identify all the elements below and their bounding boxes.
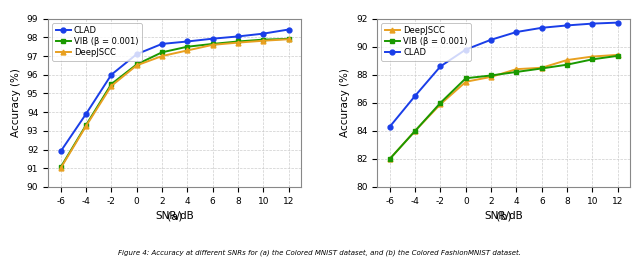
DeepJSCC <box>563 58 571 62</box>
CLAD <box>234 35 242 38</box>
DeepJSCC <box>412 129 419 132</box>
DeepJSCC <box>462 80 470 83</box>
VIB (β = 0.001) <box>234 40 242 43</box>
Line: DeepJSCC: DeepJSCC <box>58 37 291 171</box>
DeepJSCC <box>209 43 216 46</box>
VIB (β = 0.001) <box>487 74 495 77</box>
X-axis label: SNR/dB: SNR/dB <box>484 211 523 221</box>
VIB (β = 0.001) <box>436 101 444 104</box>
VIB (β = 0.001) <box>513 70 520 73</box>
VIB (β = 0.001) <box>412 129 419 132</box>
VIB (β = 0.001) <box>614 54 621 57</box>
CLAD <box>563 24 571 27</box>
DeepJSCC <box>158 54 166 58</box>
Text: (a): (a) <box>167 211 182 221</box>
DeepJSCC <box>285 38 292 41</box>
DeepJSCC <box>108 84 115 88</box>
VIB (β = 0.001) <box>538 67 546 70</box>
Legend: DeepJSCC, VIB (β = 0.001), CLAD: DeepJSCC, VIB (β = 0.001), CLAD <box>381 23 471 61</box>
Legend: CLAD, VIB (β = 0.001), DeepJSCC: CLAD, VIB (β = 0.001), DeepJSCC <box>52 23 141 61</box>
Line: VIB (β = 0.001): VIB (β = 0.001) <box>58 36 291 170</box>
DeepJSCC <box>57 167 65 170</box>
VIB (β = 0.001) <box>462 77 470 80</box>
Text: (b): (b) <box>496 211 511 221</box>
VIB (β = 0.001) <box>108 83 115 86</box>
DeepJSCC <box>386 157 394 160</box>
Line: CLAD: CLAD <box>58 27 291 154</box>
CLAD <box>462 48 470 51</box>
CLAD <box>184 40 191 43</box>
VIB (β = 0.001) <box>209 42 216 46</box>
CLAD <box>57 150 65 153</box>
CLAD <box>108 73 115 76</box>
CLAD <box>513 30 520 34</box>
Text: Figure 4: Accuracy at different SNRs for (a) the Colored MNIST dataset, and (b) : Figure 4: Accuracy at different SNRs for… <box>118 250 522 256</box>
VIB (β = 0.001) <box>184 45 191 48</box>
DeepJSCC <box>184 49 191 52</box>
VIB (β = 0.001) <box>386 157 394 160</box>
Y-axis label: Accuracy (%): Accuracy (%) <box>12 68 21 137</box>
VIB (β = 0.001) <box>563 63 571 66</box>
CLAD <box>412 94 419 97</box>
CLAD <box>386 125 394 128</box>
DeepJSCC <box>234 41 242 44</box>
VIB (β = 0.001) <box>259 38 267 41</box>
Line: CLAD: CLAD <box>387 20 620 129</box>
VIB (β = 0.001) <box>158 51 166 54</box>
CLAD <box>82 112 90 116</box>
VIB (β = 0.001) <box>132 63 140 66</box>
DeepJSCC <box>513 68 520 71</box>
DeepJSCC <box>436 103 444 106</box>
DeepJSCC <box>614 53 621 56</box>
VIB (β = 0.001) <box>57 166 65 169</box>
DeepJSCC <box>487 75 495 78</box>
VIB (β = 0.001) <box>285 37 292 41</box>
CLAD <box>436 65 444 68</box>
CLAD <box>132 53 140 56</box>
X-axis label: SNR/dB: SNR/dB <box>156 211 194 221</box>
CLAD <box>158 42 166 46</box>
DeepJSCC <box>538 66 546 69</box>
CLAD <box>209 37 216 40</box>
VIB (β = 0.001) <box>82 124 90 127</box>
DeepJSCC <box>259 39 267 42</box>
VIB (β = 0.001) <box>589 58 596 61</box>
Y-axis label: Accuracy (%): Accuracy (%) <box>340 68 351 137</box>
CLAD <box>589 22 596 25</box>
CLAD <box>285 28 292 31</box>
DeepJSCC <box>132 64 140 67</box>
Line: VIB (β = 0.001): VIB (β = 0.001) <box>387 53 620 161</box>
DeepJSCC <box>589 55 596 58</box>
Line: DeepJSCC: DeepJSCC <box>387 52 620 161</box>
CLAD <box>487 38 495 41</box>
CLAD <box>259 32 267 35</box>
CLAD <box>538 26 546 29</box>
DeepJSCC <box>82 125 90 128</box>
CLAD <box>614 21 621 24</box>
